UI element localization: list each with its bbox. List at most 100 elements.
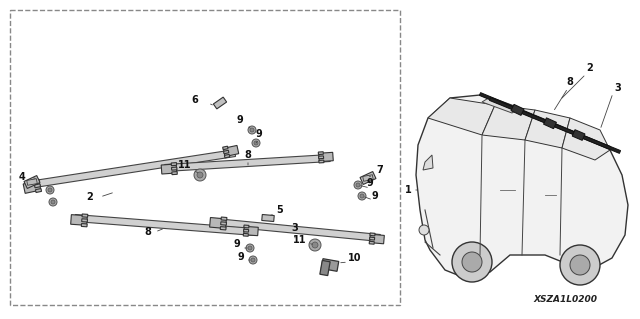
Circle shape <box>254 141 258 145</box>
Bar <box>262 214 274 221</box>
Bar <box>490 98 621 153</box>
Bar <box>223 146 228 150</box>
Bar <box>172 172 177 175</box>
Bar <box>164 154 330 172</box>
Bar <box>511 104 524 115</box>
Bar <box>214 219 380 241</box>
Bar <box>213 97 227 109</box>
Bar <box>321 259 339 271</box>
Text: 9: 9 <box>367 178 373 188</box>
Bar <box>360 172 376 184</box>
Circle shape <box>419 225 429 235</box>
Text: 2: 2 <box>86 192 93 202</box>
Bar <box>75 214 255 235</box>
Bar <box>24 175 40 189</box>
Text: 2: 2 <box>587 63 593 73</box>
Bar <box>363 175 373 181</box>
Circle shape <box>250 128 254 132</box>
Text: 9: 9 <box>372 191 378 201</box>
Text: 8: 8 <box>566 77 573 87</box>
Bar <box>10 10 400 305</box>
Bar <box>319 160 324 163</box>
Polygon shape <box>482 105 535 140</box>
Text: 9: 9 <box>255 129 262 139</box>
Bar <box>70 215 87 225</box>
Text: 9: 9 <box>234 239 241 249</box>
Circle shape <box>197 172 203 178</box>
Bar <box>35 189 42 193</box>
Polygon shape <box>428 98 495 135</box>
Circle shape <box>249 256 257 264</box>
Text: 1: 1 <box>404 185 412 195</box>
Bar <box>479 93 611 149</box>
Text: XSZA1L0200: XSZA1L0200 <box>533 295 597 305</box>
Bar <box>319 152 333 162</box>
Text: 6: 6 <box>191 95 198 105</box>
Bar <box>370 234 385 244</box>
Bar <box>221 222 227 225</box>
Bar <box>82 219 88 222</box>
Circle shape <box>354 181 362 189</box>
Text: 3: 3 <box>292 223 298 233</box>
Circle shape <box>570 255 590 275</box>
Bar <box>223 145 239 157</box>
Text: 4: 4 <box>19 172 26 182</box>
Bar <box>28 150 236 189</box>
Bar <box>244 225 249 228</box>
Bar <box>172 163 177 166</box>
Bar <box>225 154 230 158</box>
Bar <box>244 226 259 236</box>
Bar <box>35 184 40 188</box>
Circle shape <box>46 186 54 194</box>
Circle shape <box>356 183 360 187</box>
Bar <box>543 118 556 129</box>
Text: 9: 9 <box>237 115 243 125</box>
Circle shape <box>49 198 57 206</box>
Circle shape <box>248 126 256 134</box>
Polygon shape <box>423 155 433 170</box>
Text: 11: 11 <box>293 235 307 245</box>
Bar <box>243 234 248 236</box>
Bar <box>210 218 227 228</box>
Polygon shape <box>416 95 628 278</box>
Polygon shape <box>562 118 610 160</box>
Circle shape <box>360 194 364 198</box>
Bar <box>369 237 374 240</box>
Bar <box>369 241 374 244</box>
Text: 8: 8 <box>145 227 152 237</box>
Circle shape <box>248 246 252 250</box>
Bar <box>223 150 229 154</box>
Bar <box>370 233 375 236</box>
Text: 10: 10 <box>348 253 362 263</box>
Circle shape <box>252 139 260 147</box>
Bar <box>319 156 324 159</box>
Polygon shape <box>482 97 520 113</box>
Bar <box>161 164 177 174</box>
Text: 7: 7 <box>376 165 383 175</box>
Bar <box>220 226 226 230</box>
Circle shape <box>312 242 318 248</box>
Text: 8: 8 <box>244 150 252 160</box>
Text: 9: 9 <box>237 252 244 262</box>
Bar <box>318 152 323 155</box>
Circle shape <box>251 258 255 262</box>
Bar <box>172 167 177 170</box>
Circle shape <box>462 252 482 272</box>
Circle shape <box>309 239 321 251</box>
Bar <box>221 217 227 220</box>
Bar <box>244 229 249 232</box>
Circle shape <box>51 200 55 204</box>
Circle shape <box>194 169 206 181</box>
Circle shape <box>48 188 52 192</box>
Bar <box>33 179 40 183</box>
Circle shape <box>560 245 600 285</box>
Circle shape <box>452 242 492 282</box>
Bar <box>320 260 330 276</box>
Bar <box>82 214 88 217</box>
Bar <box>23 181 41 193</box>
Text: 5: 5 <box>276 205 284 215</box>
Text: 11: 11 <box>179 160 192 170</box>
Circle shape <box>358 192 366 200</box>
Polygon shape <box>525 110 570 148</box>
Bar <box>81 224 87 227</box>
